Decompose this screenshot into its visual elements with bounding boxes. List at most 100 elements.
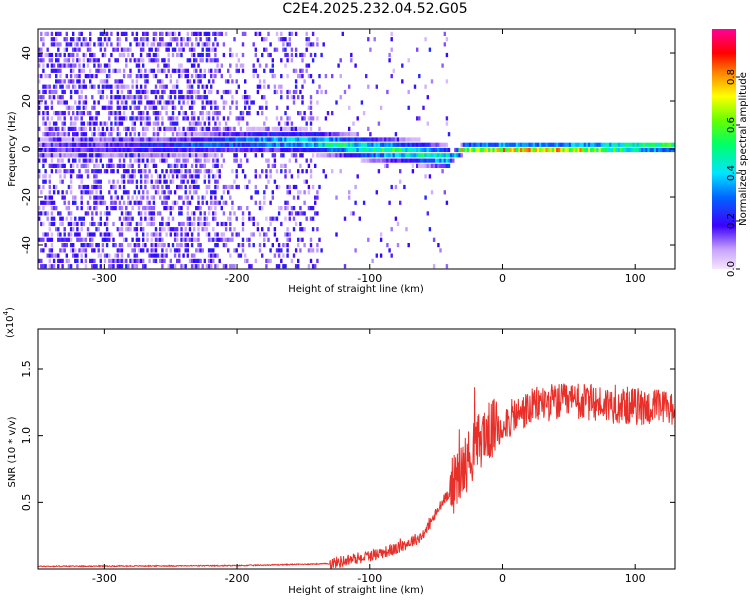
spectrogram-cell bbox=[169, 95, 172, 100]
spectrogram-cell bbox=[103, 232, 107, 237]
spectrogram-cell bbox=[303, 52, 306, 58]
spectrogram-cell bbox=[93, 74, 96, 79]
spectrogram-cell bbox=[48, 58, 51, 63]
spectrogram-cell bbox=[65, 58, 68, 63]
spectrogram-cell bbox=[311, 116, 315, 121]
spectrogram-cell bbox=[545, 142, 548, 147]
spectrogram-cell bbox=[377, 153, 381, 158]
spectrogram-cell bbox=[416, 116, 419, 121]
spectrogram-cell bbox=[432, 158, 436, 163]
spectrogram-cell bbox=[611, 147, 614, 153]
spectrogram-cell bbox=[65, 206, 68, 211]
spectrogram-cell bbox=[72, 63, 75, 68]
spectrogram-cell bbox=[441, 63, 444, 68]
spectrogram-cell bbox=[184, 111, 187, 116]
spectrogram-cell bbox=[91, 142, 94, 147]
spectrogram-cell bbox=[241, 31, 245, 36]
spectrogram-cell bbox=[154, 47, 158, 52]
spectrogram-cell bbox=[129, 42, 132, 47]
x-tick-label: -300 bbox=[92, 572, 117, 585]
spectrogram-cell bbox=[345, 142, 349, 147]
spectrogram-cell bbox=[235, 174, 238, 179]
spectrogram-cell bbox=[379, 237, 383, 242]
spectrogram-cell bbox=[496, 142, 499, 147]
spectrogram-cell bbox=[165, 100, 168, 105]
spectrogram-cell bbox=[59, 153, 62, 158]
spectrogram-cell bbox=[184, 227, 187, 232]
spectrogram-cell bbox=[148, 58, 151, 63]
spectrogram-cell bbox=[52, 121, 56, 126]
spectrogram-cell bbox=[125, 100, 128, 105]
spectrogram-cell bbox=[316, 100, 319, 105]
spectrogram-cell bbox=[61, 63, 64, 68]
spectrogram-cell bbox=[362, 137, 366, 142]
spectrogram-cell bbox=[99, 184, 102, 190]
spectrogram-cell bbox=[57, 100, 60, 105]
spectrogram-cell bbox=[91, 190, 94, 195]
spectrogram-cell bbox=[203, 74, 206, 79]
spectrogram-cell bbox=[188, 84, 192, 89]
spectrogram-cell bbox=[224, 142, 228, 147]
spectrogram-cell bbox=[456, 147, 459, 153]
spectrogram-cell bbox=[445, 163, 449, 168]
spectrogram-cell bbox=[305, 158, 308, 163]
spectrogram-cell bbox=[48, 248, 51, 253]
spectrogram-cell bbox=[305, 31, 308, 36]
spectrogram-cell bbox=[248, 147, 251, 153]
spectrogram-cell bbox=[205, 116, 209, 121]
spectrogram-cell bbox=[261, 126, 264, 131]
spectrogram-cell bbox=[97, 184, 100, 190]
spectrogram-cell bbox=[464, 147, 468, 153]
spectrogram-cell bbox=[335, 142, 338, 147]
spectrogram-cell bbox=[146, 79, 149, 84]
spectrogram-cell bbox=[46, 211, 49, 216]
spectrogram-cell bbox=[214, 68, 217, 73]
spectrogram-cell bbox=[55, 132, 58, 137]
spectrogram-cell bbox=[275, 142, 279, 147]
spectrogram-cell bbox=[186, 200, 189, 205]
spectrogram-cell bbox=[331, 132, 334, 137]
spectrogram-cell bbox=[67, 42, 71, 47]
spectrogram-cell bbox=[241, 63, 245, 68]
spectrogram-cell bbox=[254, 147, 257, 153]
spectrogram-cell bbox=[178, 126, 181, 131]
spectrogram-cell bbox=[156, 137, 160, 142]
spectrogram-cell bbox=[154, 111, 158, 116]
spectrogram-cell bbox=[150, 158, 153, 163]
spectrogram-cell bbox=[222, 42, 226, 47]
spectrogram-cell bbox=[288, 211, 291, 216]
spectrogram-cell bbox=[522, 147, 525, 153]
spectrogram-cell bbox=[210, 132, 213, 137]
spectrogram-cell bbox=[91, 169, 94, 174]
spectrogram-cell bbox=[122, 184, 126, 190]
spectrogram-cell bbox=[190, 132, 194, 137]
spectrogram-cell bbox=[195, 132, 198, 137]
spectrogram-cell bbox=[390, 227, 393, 232]
spectrogram-cell bbox=[375, 142, 378, 147]
spectrogram-cell bbox=[72, 200, 75, 205]
spectrogram-cell bbox=[146, 163, 149, 168]
spectrogram-cell bbox=[583, 142, 587, 147]
spectrogram-cell bbox=[311, 206, 315, 211]
spectrogram-cell bbox=[116, 169, 119, 174]
spectrogram-cell bbox=[120, 95, 124, 100]
spectrogram-cell bbox=[199, 58, 202, 63]
spectrogram-cell bbox=[407, 158, 410, 163]
spectrogram-cell bbox=[57, 111, 60, 116]
spectrogram-cell bbox=[636, 142, 640, 147]
spectrogram-cell bbox=[222, 100, 226, 105]
spectrogram-cell bbox=[286, 89, 289, 95]
spectrogram-cell bbox=[235, 216, 238, 221]
spectrogram-cell bbox=[473, 142, 476, 147]
spectrogram-cell bbox=[367, 37, 370, 42]
spectrogram-cell bbox=[261, 95, 264, 100]
spectrogram-cell bbox=[248, 137, 251, 142]
spectrogram-cell bbox=[254, 258, 257, 263]
spectrogram-cell bbox=[150, 248, 153, 253]
spectrogram-cell bbox=[48, 126, 51, 131]
spectrogram-cell bbox=[384, 137, 387, 142]
spectrogram-cell bbox=[233, 211, 236, 216]
spectrogram-cell bbox=[207, 142, 211, 147]
spectrogram-cell bbox=[131, 169, 134, 174]
spectrogram-cell bbox=[201, 42, 204, 47]
